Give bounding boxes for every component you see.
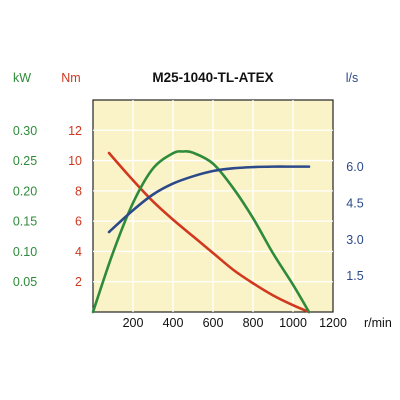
tick-labels: 200 400 600 800 1000 1200 0.05 0.10 0.15 0.20 0.25… (13, 124, 364, 330)
x-tick-label-1200: 1200 (319, 316, 347, 330)
kw-series-line (91, 149, 311, 314)
nm-tick-label-4: 10 (68, 154, 82, 168)
kw-tick-label-3: 0.20 (13, 184, 37, 198)
nm-tick-label-0: 2 (75, 275, 82, 289)
kw-tick-label-0: 0.05 (13, 275, 37, 289)
ls-axis-unit-label: l/s (346, 71, 359, 85)
ls-tick-label-1: 3.0 (346, 233, 363, 247)
x-tick-label-600: 600 (203, 316, 224, 330)
x-tick-label-1000: 1000 (279, 316, 307, 330)
kw-tick-label-5: 0.30 (13, 124, 37, 138)
series-lines (91, 149, 311, 314)
kw-tick-label-4: 0.25 (13, 154, 37, 168)
kw-tick-label-2: 0.15 (13, 215, 37, 229)
ls-tick-label-2: 4.5 (346, 196, 363, 210)
nm-tick-label-3: 8 (75, 184, 82, 198)
grid-lines (93, 100, 333, 312)
nm-tick-label-1: 4 (75, 245, 82, 259)
nm-tick-label-5: 12 (68, 124, 82, 138)
ls-tick-label-3: 6.0 (346, 160, 363, 174)
kw-axis-unit-label: kW (13, 71, 31, 85)
x-axis-unit-label: r/min (364, 316, 392, 330)
nm-tick-label-2: 6 (75, 215, 82, 229)
chart-title: M25-1040-TL-ATEX (152, 70, 273, 85)
ls-tick-label-0: 1.5 (346, 269, 363, 283)
nm-series-line (107, 151, 311, 314)
x-tick-label-200: 200 (123, 316, 144, 330)
x-tick-label-400: 400 (163, 316, 184, 330)
ls-series-line (107, 165, 311, 234)
nm-axis-unit-label: Nm (61, 71, 80, 85)
x-tick-label-800: 800 (243, 316, 264, 330)
kw-tick-label-1: 0.10 (13, 245, 37, 259)
